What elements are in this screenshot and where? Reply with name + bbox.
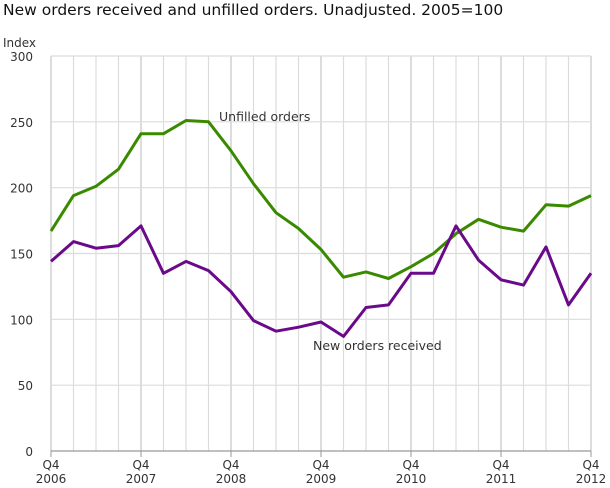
x-tick-quarter: Q4 xyxy=(222,458,239,472)
x-tick-quarter: Q4 xyxy=(492,458,509,472)
x-tick-quarter: Q4 xyxy=(402,458,419,472)
x-tick-year: 2008 xyxy=(216,472,247,486)
y-tick-label: 300 xyxy=(10,50,33,64)
x-tick-quarter: Q4 xyxy=(312,458,329,472)
y-tick-label: 250 xyxy=(10,116,33,130)
x-tick-year: 2012 xyxy=(576,472,607,486)
y-tick-label: 100 xyxy=(10,313,33,327)
x-tick-year: 2010 xyxy=(396,472,427,486)
x-tick-quarter: Q4 xyxy=(42,458,59,472)
y-tick-label: 150 xyxy=(10,248,33,262)
x-tick-year: 2011 xyxy=(486,472,517,486)
y-tick-label: 50 xyxy=(18,379,33,393)
x-tick-year: 2007 xyxy=(126,472,157,486)
series-label-new-orders-received: New orders received xyxy=(313,338,442,353)
x-tick-year: 2009 xyxy=(306,472,337,486)
series-label-unfilled-orders: Unfilled orders xyxy=(219,109,310,124)
x-tick-year: 2006 xyxy=(36,472,67,486)
y-tick-label: 200 xyxy=(10,182,33,196)
x-tick-quarter: Q4 xyxy=(132,458,149,472)
chart-title: New orders received and unfilled orders.… xyxy=(3,1,504,19)
x-tick-quarter: Q4 xyxy=(582,458,599,472)
y-tick-label: 0 xyxy=(25,445,33,459)
y-axis-label: Index xyxy=(3,36,36,50)
